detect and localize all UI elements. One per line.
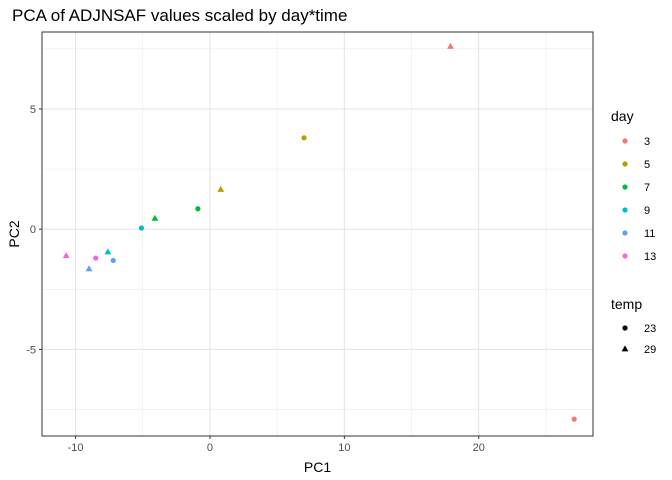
y-axis: -5 0 5 [26,104,42,356]
data-point-day-3-temp-23 [571,416,577,422]
y-tick-label: 0 [30,224,36,236]
data-point-day-7-temp-29 [151,214,159,221]
y-tick-label: 5 [30,104,36,116]
data-point-day-5-temp-23 [301,135,307,141]
data-point-day-13-temp-29 [62,252,70,258]
y-axis-title: PC2 [6,220,22,247]
temp-legend-key [621,345,629,352]
day-legend-key [622,161,628,167]
data-point-day-13-temp-23 [93,255,99,261]
x-axis: -10 0 10 20 [68,436,485,454]
x-tick-label: -10 [68,442,84,454]
data-point-day-7-temp-23 [195,206,201,212]
data-point-day-9-temp-29 [104,248,112,255]
temp-legend-title: temp [611,296,642,312]
day-legend-label: 11 [644,228,655,240]
day-legend-label: 7 [644,182,650,194]
temp-legend: temp 23 29 [611,296,656,356]
temp-legend-label: 29 [644,344,656,356]
data-point-day-11-temp-23 [110,257,116,264]
day-legend-label: 13 [644,251,656,263]
x-tick-label: 10 [338,442,350,454]
chart-title: PCA of ADJNSAF values scaled by day*time [12,6,347,25]
x-axis-title: PC1 [304,459,331,475]
day-legend-key [622,184,628,190]
day-legend: day 3 5 7 9 11 13 [611,108,656,263]
y-tick-label: -5 [26,344,36,356]
plot-panel [41,31,594,437]
data-points [62,42,577,422]
minor-gridlines [42,32,593,436]
day-legend-key [622,138,628,144]
day-legend-key [622,207,628,213]
x-tick-label: 20 [473,442,485,454]
day-legend-label: 5 [644,159,650,171]
day-legend-title: day [611,108,634,124]
data-point-day-9-temp-23 [138,225,145,231]
day-legend-key [622,253,628,259]
temp-legend-label: 23 [644,323,656,335]
day-legend-key [622,230,628,236]
data-point-day-11-temp-29 [85,265,93,272]
data-point-day-5-temp-29 [217,185,225,192]
data-point-day-3-temp-29 [447,42,454,49]
day-legend-label: 9 [644,205,650,217]
major-gridlines [42,32,593,436]
day-legend-label: 3 [644,136,650,148]
x-tick-label: 0 [207,442,213,454]
temp-legend-key [622,325,628,331]
